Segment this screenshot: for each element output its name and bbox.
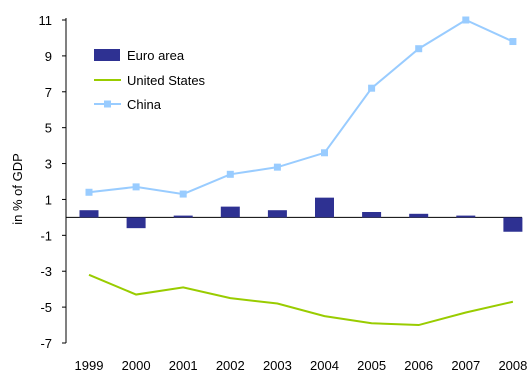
point-china — [226, 170, 234, 178]
bar-euro-area — [126, 217, 146, 229]
x-tick-label: 2004 — [310, 358, 339, 373]
legend-swatch-euro-area — [94, 49, 120, 61]
point-china — [179, 190, 187, 198]
y-tick-label: -7 — [40, 336, 52, 351]
y-tick-label: -3 — [40, 264, 52, 279]
legend-label-united-states: United States — [127, 73, 206, 88]
bar-euro-area — [267, 210, 287, 218]
x-tick-label: 2006 — [404, 358, 433, 373]
point-china — [273, 163, 281, 171]
y-tick-label: 11 — [39, 13, 53, 28]
x-tick-label: 2002 — [216, 358, 245, 373]
y-tick-label: 1 — [45, 192, 52, 207]
y-axis-label: in % of GDP — [10, 153, 25, 225]
y-tick-label: 5 — [45, 121, 52, 136]
point-china — [415, 45, 423, 53]
bar-euro-area — [220, 206, 240, 218]
axes — [62, 18, 522, 344]
y-tick-label: -5 — [40, 300, 52, 315]
x-tick-label: 1999 — [75, 358, 104, 373]
x-tick-label: 2007 — [451, 358, 480, 373]
lines — [85, 16, 517, 327]
line-united-states — [88, 273, 514, 327]
bar-euro-area — [456, 215, 476, 218]
x-tick-labels: 1999 2000 2001 2002 2003 2004 2005 2006 2007 2008 — [75, 358, 528, 373]
y-tick-label: 9 — [45, 49, 52, 64]
legend: Euro area United States China — [94, 48, 206, 112]
bar-euro-area — [315, 197, 334, 218]
bar-euro-area — [362, 212, 382, 218]
bar-euro-area — [503, 217, 523, 232]
legend-label-euro-area: Euro area — [127, 48, 185, 63]
legend-label-china: China — [127, 97, 162, 112]
bar-euro-area — [173, 215, 193, 218]
line-china — [88, 18, 514, 196]
x-tick-label: 2003 — [263, 358, 292, 373]
y-tick-label: 7 — [45, 85, 52, 100]
x-tick-label: 2001 — [169, 358, 198, 373]
legend-marker-china — [104, 100, 111, 108]
point-china — [132, 183, 140, 191]
x-tick-label: 2005 — [357, 358, 386, 373]
point-china — [85, 188, 93, 196]
bars — [79, 197, 523, 232]
point-china — [321, 149, 328, 157]
point-china — [368, 84, 376, 92]
y-tick-label: 3 — [45, 157, 52, 172]
bar-euro-area — [409, 213, 429, 218]
y-tick-labels: 11 9 7 5 3 1 -1 -3 -5 -7 — [39, 13, 53, 351]
y-tick-label: -1 — [40, 228, 52, 243]
point-china — [509, 38, 517, 46]
bar-euro-area — [79, 210, 99, 218]
point-china — [462, 16, 470, 24]
x-tick-label: 2008 — [498, 358, 527, 373]
x-tick-label: 2000 — [122, 358, 151, 373]
